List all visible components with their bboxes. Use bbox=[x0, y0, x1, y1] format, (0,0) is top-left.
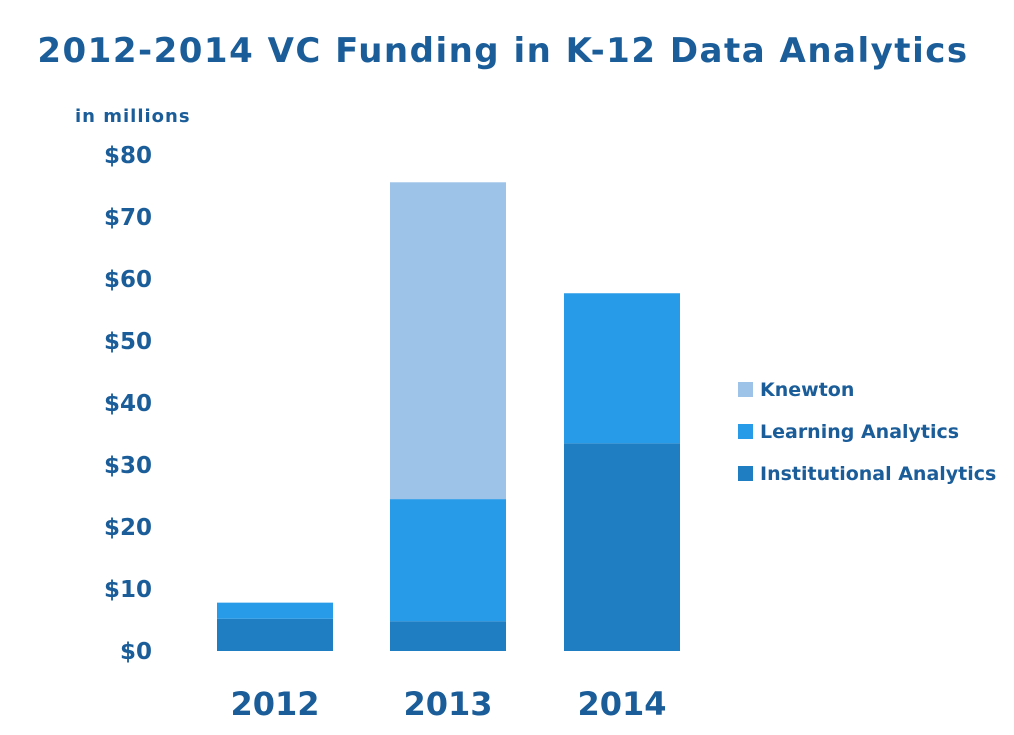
y-tick-label: $80 bbox=[104, 143, 152, 169]
y-tick-label: $30 bbox=[104, 453, 152, 479]
y-tick-label: $60 bbox=[104, 267, 152, 293]
bar-segment-learning-analytics-2014 bbox=[564, 293, 680, 444]
y-tick-label: $70 bbox=[104, 205, 152, 231]
x-category-label: 2014 bbox=[577, 685, 666, 723]
y-tick-label: $10 bbox=[104, 577, 152, 603]
legend-swatch bbox=[738, 382, 753, 397]
y-tick-label: $20 bbox=[104, 515, 152, 541]
legend-label: Learning Analytics bbox=[760, 421, 959, 443]
bar-segment-knewton-2013 bbox=[390, 182, 506, 500]
units-label: in millions bbox=[75, 106, 191, 127]
bar-segment-institutional-analytics-2013 bbox=[390, 621, 506, 651]
bar-segment-institutional-analytics-2014 bbox=[564, 443, 680, 651]
bars bbox=[217, 182, 680, 651]
bar-segment-learning-analytics-2013 bbox=[390, 499, 506, 622]
y-axis-ticks: $0 $10 $20 $30 $40 $50 $60 $70 $80 bbox=[104, 143, 152, 665]
legend-label: Knewton bbox=[760, 379, 854, 401]
bar-segment-learning-analytics-2012 bbox=[217, 602, 333, 619]
legend-swatch bbox=[738, 424, 753, 439]
x-category-label: 2012 bbox=[230, 685, 319, 723]
bar-segment-institutional-analytics-2012 bbox=[217, 618, 333, 651]
y-tick-label: $40 bbox=[104, 391, 152, 417]
legend-label: Institutional Analytics bbox=[760, 463, 996, 485]
legend-swatch bbox=[738, 466, 753, 481]
legend: Knewton Learning Analytics Institutional A… bbox=[738, 379, 996, 485]
x-axis-labels: 2012 2013 2014 bbox=[230, 685, 666, 723]
y-tick-label: $0 bbox=[120, 639, 152, 665]
y-tick-label: $50 bbox=[104, 329, 152, 355]
chart-title: 2012-2014 VC Funding in K-12 Data Analyt… bbox=[37, 31, 968, 71]
x-category-label: 2013 bbox=[403, 685, 492, 723]
